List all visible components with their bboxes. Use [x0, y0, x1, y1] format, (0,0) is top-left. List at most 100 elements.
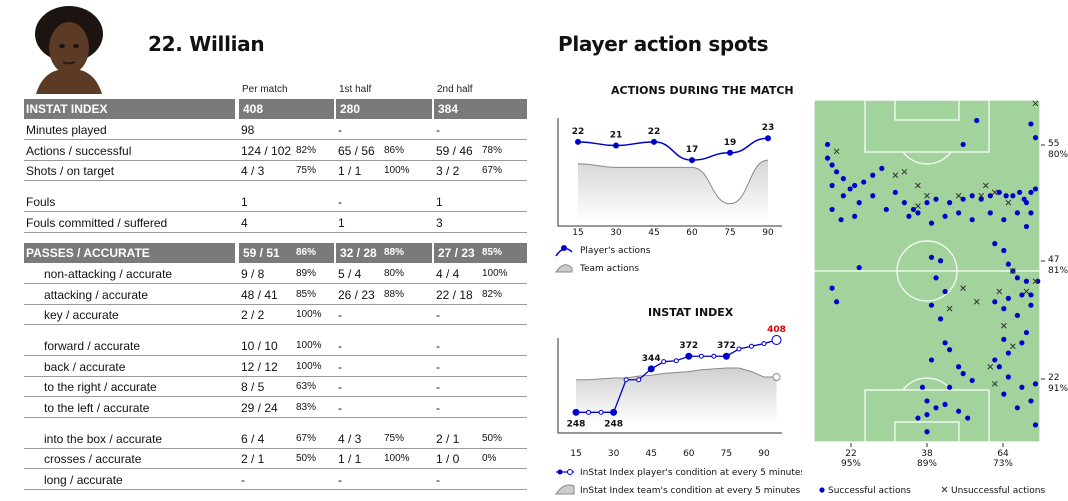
successful-action-dot: [933, 196, 939, 202]
actions-chart: 22 21 22 17 19 23 15 30 45 60 75 90 Player's actions…: [555, 118, 782, 274]
x-tick-label: 45: [648, 228, 659, 238]
successful-action-dot: [996, 364, 1002, 370]
x-tick-label: 90: [758, 449, 770, 459]
successful-action-dot: [1005, 374, 1011, 380]
successful-action-dot: [969, 193, 975, 199]
successful-action-dot: [834, 299, 840, 305]
successful-action-dot: [1014, 312, 1020, 319]
legend-unsuccessful: Unsuccessful actions: [941, 486, 1045, 496]
stat-label: Minutes played: [26, 123, 107, 137]
pitch-lines: [813, 99, 1041, 443]
stat-value: 1: [241, 195, 248, 209]
stat-value: 1: [436, 195, 443, 209]
pass-row: to the right / accurate 8 / 5 63% - -: [24, 377, 527, 397]
stat-value: -: [338, 401, 342, 415]
unsuccessful-action-cross: [1005, 199, 1012, 206]
pass-row: back / accurate 12 / 12 100% - -: [24, 357, 527, 377]
stat-label: Actions / successful: [26, 144, 132, 158]
player-actions-point: [689, 157, 695, 164]
successful-action-dot: [1032, 422, 1039, 428]
col-head-2nd-half: 2nd half: [437, 84, 473, 95]
passes-header-row-value: 32 / 28: [340, 246, 377, 260]
successful-action-dot: [1028, 121, 1034, 127]
instat-index-row-value: 384: [438, 102, 459, 116]
x-tick-label: 30: [608, 449, 620, 459]
player-index-label: 372: [679, 341, 698, 351]
unsuccessful-action-cross: [892, 172, 899, 179]
unsuccessful-action-cross: [996, 288, 1003, 295]
player-index-label: 408: [767, 325, 786, 335]
x-tick-label: 75: [724, 228, 735, 238]
successful-action-dot: [987, 210, 993, 216]
legend-label: Team actions: [579, 264, 639, 274]
player-actions-line: [577, 137, 769, 161]
axes-frame: [557, 118, 782, 227]
legend-team-index: InStat Index team's condition at every 5…: [555, 484, 801, 496]
zone-percent-label: 81%: [1048, 266, 1068, 276]
successful-action-dot: [1028, 302, 1034, 308]
stat-percent: 82%: [296, 145, 317, 156]
successful-action-dot: [870, 172, 876, 178]
unsuccessful-action-cross: [955, 192, 962, 199]
stat-value: 59 / 46: [436, 144, 473, 158]
instat-index-row-label: INSTAT INDEX: [26, 102, 108, 116]
legend-label: InStat Index player's condition at every…: [580, 468, 802, 478]
stat-value: 6 / 4: [241, 432, 265, 446]
stat-value: -: [338, 360, 342, 374]
passes-header-row: PASSES / ACCURATE 59 / 51 86% 32 / 28 88% 27 …: [24, 243, 527, 263]
stat-label: non-attacking / accurate: [44, 267, 173, 281]
zone-percent-label: 89%: [917, 459, 937, 469]
stat-label: key / accurate: [44, 308, 119, 322]
successful-action-dot: [1014, 210, 1020, 216]
x-tick-label: 60: [683, 449, 695, 459]
passes-header-row-percent: 85%: [482, 247, 503, 258]
player-index-point: [722, 352, 730, 360]
stat-percent: 100%: [296, 340, 322, 351]
pass-row: into the box / accurate 6 / 4 67% 4 / 3 75% 2…: [24, 429, 527, 449]
successful-action-dot: [915, 210, 921, 216]
player-actions-point: [765, 135, 771, 142]
successful-action-dot: [956, 408, 962, 414]
stat-percent: 100%: [482, 268, 508, 279]
stat-value: 2 / 1: [436, 432, 460, 446]
stat-percent: 78%: [482, 145, 503, 156]
player-index-point: [761, 341, 767, 347]
successful-action-dot: [974, 117, 980, 124]
successful-action-dot: [1019, 384, 1025, 390]
player-index-point: [685, 352, 693, 360]
player-index-label: 248: [604, 419, 623, 429]
successful-action-dot: [852, 182, 858, 189]
stat-value: 98: [241, 123, 255, 137]
stat-value: -: [436, 123, 440, 137]
stat-value: 9 / 8: [241, 267, 265, 281]
stat-value: 10 / 10: [241, 339, 278, 353]
stat-label: long / accurate: [44, 473, 123, 487]
player-actions-point: [613, 142, 619, 149]
successful-action-dot: [1005, 295, 1011, 301]
successful-action-dot: [1014, 275, 1020, 281]
successful-action-dot: [1032, 186, 1039, 192]
stat-value: 65 / 56: [338, 144, 375, 158]
successful-action-dot: [1032, 135, 1039, 141]
successful-action-dot: [883, 206, 889, 213]
stat-percent: 100%: [296, 309, 322, 320]
stat-percent: 63%: [296, 381, 317, 392]
header-segment: [24, 99, 235, 119]
successful-action-dot: [829, 162, 835, 168]
pass-row: non-attacking / accurate 9 / 8 89% 5 / 4 80%…: [24, 264, 527, 284]
zone-count-label: 64: [997, 449, 1009, 459]
stat-value: -: [436, 401, 440, 415]
successful-action-dot: [928, 220, 935, 226]
stat-value: 124 / 102: [241, 144, 292, 158]
successful-action-dot: [915, 415, 921, 421]
successful-action-dot: [1023, 200, 1030, 206]
stat-row: Fouls committed / suffered 4 1 3: [24, 213, 527, 233]
team-actions-line: [577, 159, 769, 205]
successful-action-dot: [856, 200, 862, 206]
stat-value: 4 / 3: [338, 432, 362, 446]
stat-value: -: [338, 380, 342, 394]
stat-value: -: [338, 123, 342, 137]
stat-label: Fouls: [26, 195, 56, 209]
unsuccessful-action-cross: [946, 305, 953, 312]
successful-action-dot: [928, 357, 935, 363]
